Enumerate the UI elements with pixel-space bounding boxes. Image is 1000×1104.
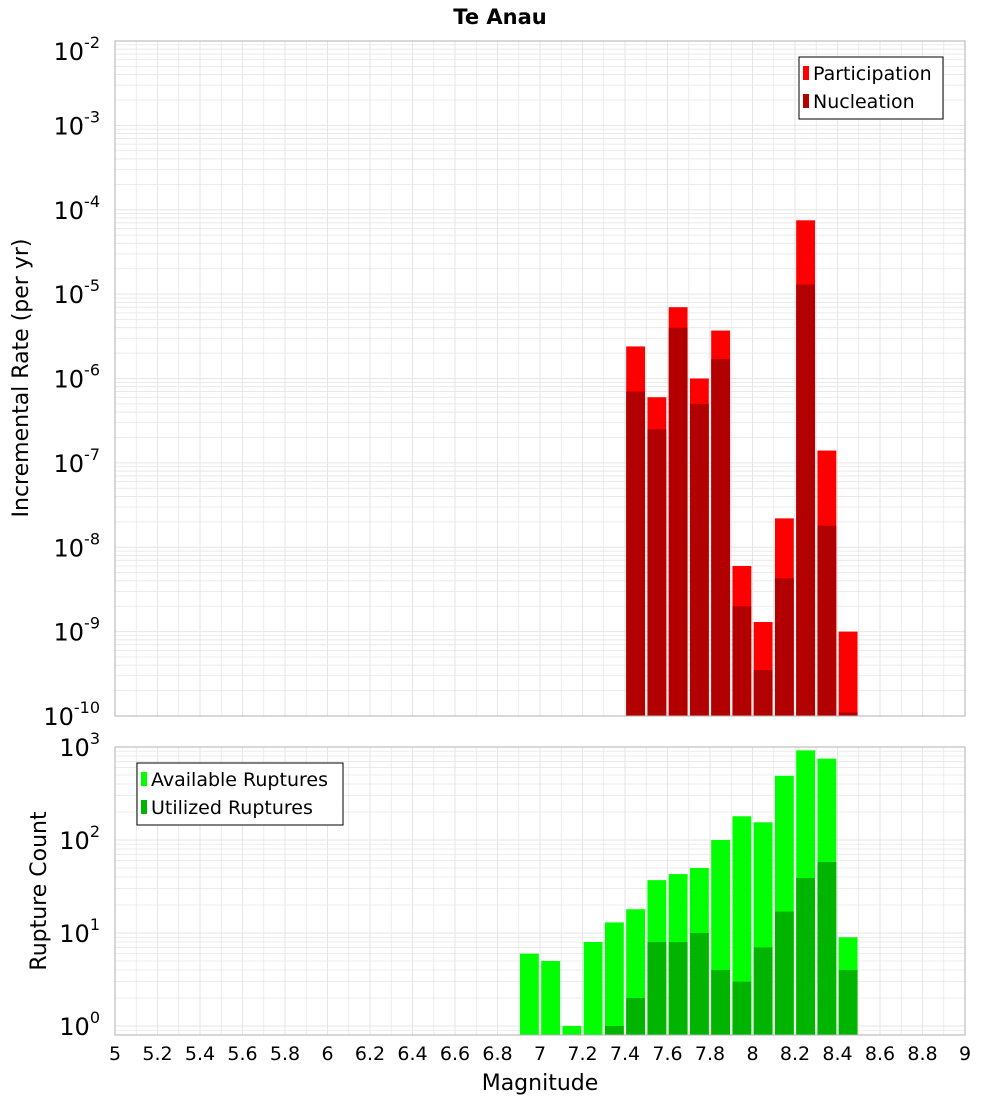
- bar-nucleation: [838, 712, 858, 716]
- x-tick-label: 6.8: [482, 1043, 512, 1065]
- legend-label: Participation: [813, 63, 932, 85]
- x-axis-label: Magnitude: [482, 1071, 599, 1096]
- bar-nucleation: [668, 327, 688, 716]
- legend-box: [798, 56, 944, 120]
- bar-nucleation: [796, 284, 816, 716]
- bar-utilized-ruptures: [711, 969, 731, 1035]
- legend: Participation Nucleation: [798, 56, 944, 120]
- x-tick-label: 8.8: [907, 1043, 937, 1065]
- bar-utilized-ruptures: [604, 1025, 624, 1035]
- bar-available-ruptures: [583, 942, 603, 1035]
- bar-available-ruptures: [562, 1025, 582, 1035]
- bar-available-ruptures: [604, 922, 624, 1035]
- bar-available-ruptures: [541, 960, 561, 1035]
- x-tick-label: 5.6: [227, 1043, 257, 1065]
- x-tick-label: 7: [534, 1043, 546, 1065]
- y-tick-label: 10-7: [54, 445, 101, 478]
- bar-utilized-ruptures: [647, 942, 667, 1035]
- legend-box: [136, 762, 344, 826]
- y-tick-label: 101: [59, 915, 100, 948]
- bar-available-ruptures: [519, 953, 539, 1035]
- y-tick-label: 10-4: [54, 192, 101, 225]
- x-tick-label: 6.4: [397, 1043, 427, 1065]
- legend-label: Available Ruptures: [151, 769, 328, 791]
- plot-panel-0: 10-10 10-9 10-8 10-7 10-6 10-5 10-4 10-3 10-2 Par…: [43, 33, 966, 731]
- plot-panel-1: 100 101 102 103 Available Ruptures Utilized R…: [59, 729, 966, 1041]
- legend: Available Ruptures Utilized Ruptures: [136, 762, 344, 826]
- y-tick-label: 103: [59, 729, 100, 762]
- x-tick-label: 5.4: [185, 1043, 215, 1065]
- bar-utilized-ruptures: [838, 969, 858, 1035]
- legend-label: Nucleation: [813, 91, 915, 113]
- x-tick-label: 5.2: [142, 1043, 172, 1065]
- x-tick-label: 6.6: [440, 1043, 470, 1065]
- y-tick-label: 10-6: [54, 361, 101, 394]
- bottom-y-axis-label: Rupture Count: [27, 811, 52, 971]
- x-tick-label: 5: [109, 1043, 121, 1065]
- bar-nucleation: [689, 403, 709, 716]
- x-tick-label: 5.8: [270, 1043, 300, 1065]
- bar-utilized-ruptures: [774, 911, 794, 1035]
- bar-utilized-ruptures: [689, 932, 709, 1035]
- bar-nucleation: [626, 391, 646, 716]
- bar-nucleation: [711, 359, 731, 716]
- plot-frame: [114, 40, 966, 717]
- bar-participation: [838, 631, 858, 716]
- bar-utilized-ruptures: [732, 981, 752, 1035]
- legend-swatch: [141, 800, 147, 814]
- bar-nucleation: [774, 578, 794, 716]
- x-tick-label: 6: [321, 1043, 333, 1065]
- x-tick-label: 8.4: [822, 1043, 852, 1065]
- y-tick-label: 10-8: [54, 529, 101, 562]
- legend-label: Utilized Ruptures: [151, 797, 313, 819]
- x-tick-label: 8.6: [865, 1043, 895, 1065]
- legend-swatch: [141, 772, 147, 786]
- top-y-axis-label: Incremental Rate (per yr): [9, 239, 34, 518]
- x-tick-label: 7.4: [610, 1043, 640, 1065]
- bar-nucleation: [732, 606, 752, 716]
- bar-utilized-ruptures: [668, 942, 688, 1035]
- x-tick-label: 7.2: [567, 1043, 597, 1065]
- plot-frame: [114, 746, 966, 1036]
- bar-available-ruptures: [732, 816, 752, 1035]
- bar-utilized-ruptures: [796, 878, 816, 1035]
- y-tick-label: 10-5: [54, 276, 101, 309]
- x-tick-label: 6.2: [355, 1043, 385, 1065]
- y-tick-label: 10-9: [54, 614, 101, 647]
- x-axis-ticks: 5 5.2 5.4 5.6 5.8 6 6.2 6.4 6.6 6.8 7 7.2 7.4 7.6 7.8 8…: [109, 1043, 971, 1065]
- legend-swatch: [803, 94, 809, 108]
- y-tick-label: 102: [59, 822, 100, 855]
- bar-nucleation: [817, 525, 837, 716]
- x-tick-label: 7.8: [695, 1043, 725, 1065]
- bar-nucleation: [647, 429, 667, 716]
- x-tick-label: 9: [959, 1043, 971, 1065]
- legend-swatch: [803, 66, 809, 80]
- bar-nucleation: [753, 670, 773, 716]
- bar-utilized-ruptures: [753, 947, 773, 1035]
- chart-title: Te Anau: [453, 5, 546, 29]
- y-tick-label: 10-2: [54, 33, 101, 66]
- bar-utilized-ruptures: [626, 997, 646, 1035]
- y-tick-label: 10-3: [54, 107, 101, 140]
- y-tick-label: 100: [59, 1008, 100, 1041]
- bar-utilized-ruptures: [817, 861, 837, 1035]
- x-tick-label: 8: [746, 1043, 758, 1065]
- y-tick-label: 10-10: [43, 698, 100, 731]
- x-tick-label: 8.2: [780, 1043, 810, 1065]
- x-tick-label: 7.6: [652, 1043, 682, 1065]
